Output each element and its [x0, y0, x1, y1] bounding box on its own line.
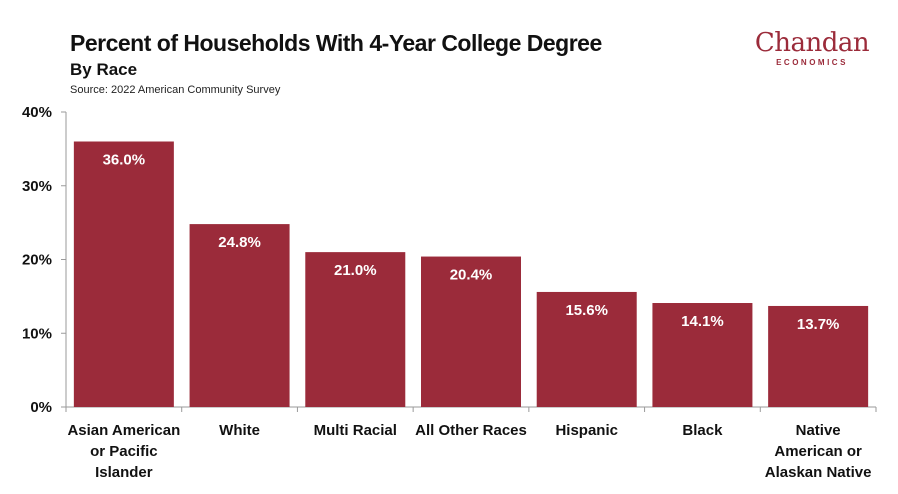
y-tick-label: 20%	[22, 252, 52, 269]
category-label: Black	[682, 422, 723, 439]
data-label: 36.0%	[103, 152, 146, 169]
bar	[73, 141, 174, 407]
logo-wordmark: Chandan	[754, 28, 870, 58]
category-label: White	[219, 422, 260, 439]
logo-tagline: ECONOMICS	[776, 58, 848, 67]
data-label: 14.1%	[681, 313, 724, 330]
category-label: Asian American	[67, 422, 180, 439]
chart-title: Percent of Households With 4-Year Colleg…	[70, 30, 602, 56]
category-label: Alaskan Native	[765, 464, 872, 481]
brand-logo: Chandan ECONOMICS	[742, 28, 882, 68]
data-label: 20.4%	[450, 267, 493, 284]
category-label: Multi Racial	[314, 422, 397, 439]
data-label: 24.8%	[218, 234, 261, 251]
bar	[652, 303, 753, 407]
category-label: American or	[774, 443, 862, 460]
category-label: or Pacific	[90, 443, 158, 460]
bar	[536, 291, 637, 407]
y-tick-label: 30%	[22, 178, 52, 195]
category-label: Hispanic	[555, 422, 618, 439]
data-label: 21.0%	[334, 262, 377, 279]
bar	[768, 305, 869, 407]
data-label: 13.7%	[797, 316, 840, 333]
data-label: 15.6%	[565, 302, 608, 319]
chart-subtitle: By Race	[70, 60, 138, 79]
category-label: Native	[796, 422, 841, 439]
bar	[189, 224, 290, 407]
category-label: All Other Races	[415, 422, 527, 439]
y-tick-label: 40%	[22, 104, 52, 121]
category-label: Islander	[95, 464, 153, 481]
y-tick-label: 0%	[30, 399, 52, 416]
chart-source: Source: 2022 American Community Survey	[70, 84, 281, 96]
y-tick-label: 10%	[22, 325, 52, 342]
bar	[421, 256, 521, 407]
bar	[305, 252, 406, 407]
